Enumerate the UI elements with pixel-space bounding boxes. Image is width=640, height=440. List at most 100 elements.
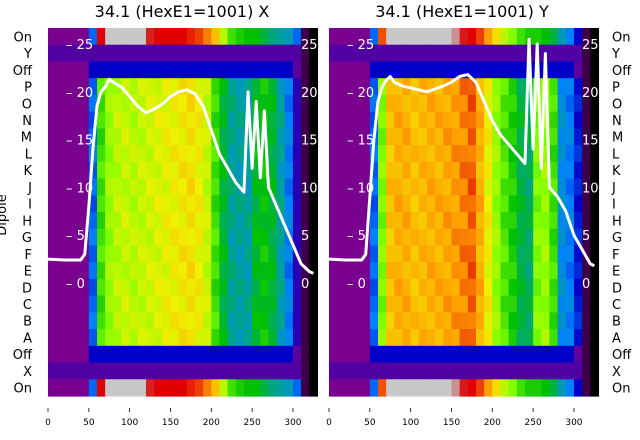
heatmap-cell	[137, 245, 147, 263]
heatmap-cell	[484, 345, 493, 364]
heatmap-cell	[137, 212, 147, 230]
heatmap-cell	[137, 312, 147, 330]
heatmap-cell	[459, 61, 469, 79]
heatmap-cell	[203, 345, 212, 364]
heatmap-cell	[96, 145, 106, 163]
x-tick-label: 300	[565, 418, 582, 428]
row-label: A	[612, 331, 621, 346]
heatmap-cell	[492, 44, 502, 63]
heatmap-cell	[516, 212, 526, 230]
heatmap-cell	[105, 111, 114, 129]
heatmap-cell	[500, 128, 510, 146]
heatmap-cell	[227, 278, 237, 297]
heatmap-cell	[459, 278, 469, 297]
heatmap-cell	[186, 379, 196, 397]
heatmap-cell	[582, 362, 591, 380]
panel-x: 0 50 100 150 200 250 300– 0 0– 5 5– 10 10– 15 15– …	[45, 2, 319, 428]
heatmap-cell	[227, 379, 237, 397]
heatmap-cell	[549, 195, 559, 213]
heatmap-cell	[129, 161, 139, 180]
heatmap-cell	[394, 94, 404, 113]
y-tick-label: – 10	[66, 181, 93, 196]
heatmap-cell	[361, 145, 371, 163]
heatmap-cell	[72, 295, 82, 313]
heatmap-cell	[301, 44, 310, 63]
heatmap-cell	[426, 145, 436, 163]
heatmap-cell	[582, 329, 591, 347]
heatmap-cell	[227, 145, 237, 163]
heatmap-cell	[410, 262, 420, 280]
heatmap-cell	[105, 78, 114, 96]
heatmap-cell	[533, 145, 542, 163]
heatmap-cell	[88, 278, 98, 297]
heatmap-cell	[96, 178, 106, 196]
heatmap-cell	[475, 94, 485, 113]
heatmap-cell	[268, 78, 278, 96]
heatmap-cell	[162, 362, 172, 380]
heatmap-cell	[145, 362, 155, 380]
heatmap-cell	[309, 312, 319, 330]
heatmap-cell	[56, 379, 65, 397]
heatmap-cell	[211, 111, 221, 129]
heatmap-cell	[500, 145, 510, 163]
heatmap-cell	[361, 379, 371, 397]
heatmap-cell	[162, 145, 172, 163]
heatmap-cell	[186, 128, 196, 146]
heatmap-cell	[162, 245, 172, 263]
heatmap-cell	[284, 128, 294, 146]
heatmap-cell	[549, 262, 559, 280]
heatmap-cell	[105, 295, 114, 313]
heatmap-cell	[227, 44, 237, 63]
heatmap-cell	[96, 345, 106, 364]
heatmap-cell	[582, 379, 591, 397]
heatmap-cell	[309, 295, 319, 313]
heatmap-cell	[186, 295, 196, 313]
heatmap-cell	[170, 61, 180, 79]
heatmap-cell	[72, 128, 82, 146]
heatmap-cell	[80, 44, 90, 63]
heatmap-cell	[337, 178, 346, 196]
heatmap-cell	[121, 212, 131, 230]
heatmap-cell	[516, 345, 526, 364]
heatmap-cell	[268, 94, 278, 113]
heatmap-cell	[418, 362, 428, 380]
heatmap-cell	[105, 61, 114, 79]
heatmap-cell	[137, 61, 147, 79]
x-tick-label: 200	[484, 418, 501, 428]
heatmap-cell	[508, 312, 518, 330]
row-label: D	[612, 281, 622, 296]
heatmap-cell	[377, 262, 387, 280]
y-tick-label: – 10	[347, 181, 374, 196]
heatmap-cell	[573, 312, 583, 330]
heatmap-cell	[565, 379, 575, 397]
heatmap-cell	[219, 161, 229, 180]
heatmap-cell	[268, 111, 278, 129]
heatmap-cell	[203, 295, 212, 313]
y-tick-label-right: 0	[582, 277, 590, 292]
heatmap-cell	[178, 44, 188, 63]
heatmap-cell	[227, 178, 237, 196]
heatmap-cell	[186, 345, 196, 364]
heatmap-cell	[467, 379, 477, 397]
heatmap-cell	[402, 145, 412, 163]
heatmap-cell	[573, 278, 583, 297]
heatmap-cell	[170, 278, 180, 297]
heatmap-cell	[292, 44, 302, 63]
heatmap-cell	[516, 61, 526, 79]
heatmap-cell	[243, 78, 253, 96]
row-label: K	[23, 164, 32, 179]
row-label: Y	[611, 47, 620, 62]
heatmap-cell	[129, 278, 139, 297]
heatmap-cell	[276, 312, 286, 330]
heatmap-cell	[203, 145, 212, 163]
heatmap-cell	[459, 228, 469, 247]
row-label: D	[22, 281, 32, 296]
heatmap-cell	[467, 78, 477, 96]
heatmap-cell	[451, 145, 461, 163]
heatmap-cell	[459, 345, 469, 364]
heatmap-cell	[386, 111, 395, 129]
heatmap-cell	[426, 329, 436, 347]
heatmap-cell	[243, 128, 253, 146]
heatmap-cell	[48, 295, 57, 313]
heatmap-cell	[361, 28, 371, 46]
